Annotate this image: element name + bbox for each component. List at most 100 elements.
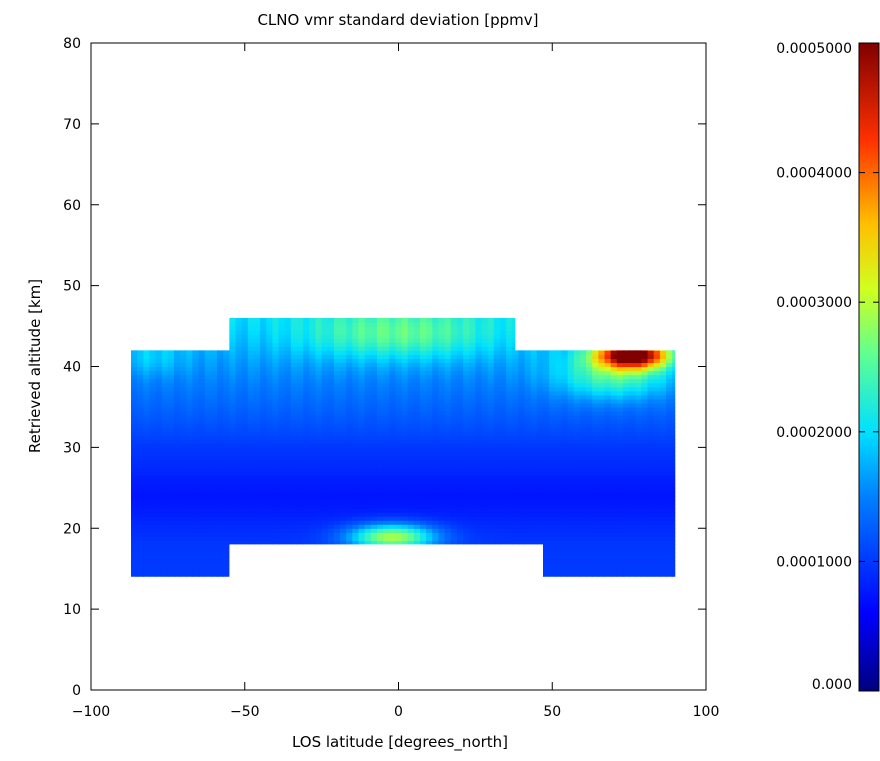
heatmap-cell <box>586 544 593 550</box>
heatmap-cell <box>247 540 255 546</box>
heatmap-cell <box>198 447 206 453</box>
heatmap-cell <box>333 398 341 404</box>
heatmap-cell <box>180 366 187 372</box>
heatmap-cell <box>167 378 175 384</box>
heatmap-cell <box>327 386 335 392</box>
heatmap-cell <box>217 459 224 465</box>
heatmap-cell <box>487 366 495 372</box>
heatmap-cell <box>297 544 304 550</box>
heatmap-cell <box>592 366 599 372</box>
heatmap-cell <box>137 370 144 376</box>
heatmap-cell <box>604 406 612 412</box>
heatmap-cell <box>315 552 323 558</box>
heatmap-cell <box>149 439 157 444</box>
heatmap-cell <box>469 354 476 360</box>
heatmap-cell <box>407 398 415 404</box>
heatmap-cell <box>278 386 286 392</box>
heatmap-cell <box>223 459 230 465</box>
heatmap-cell <box>364 495 372 501</box>
heatmap-cell <box>143 402 151 408</box>
heatmap-cell <box>555 471 563 477</box>
heatmap-cell <box>493 520 501 525</box>
heatmap-cell <box>340 459 347 465</box>
heatmap-cell <box>297 322 304 327</box>
heatmap-cell <box>426 427 433 432</box>
heatmap-cell <box>253 431 261 436</box>
heatmap-cell <box>174 512 181 517</box>
heatmap-cell <box>327 354 335 360</box>
heatmap-cell <box>395 447 403 453</box>
heatmap-cell <box>561 516 569 521</box>
heatmap-cell <box>364 471 372 477</box>
heatmap-cell <box>364 334 372 339</box>
heatmap-cell <box>561 520 569 525</box>
heatmap-cell <box>180 548 187 554</box>
heatmap-cell <box>432 406 440 412</box>
heatmap-cell <box>499 382 507 388</box>
heatmap-cell <box>555 398 563 404</box>
heatmap-cell <box>198 540 206 546</box>
heatmap-cell <box>235 560 243 566</box>
heatmap-cell <box>180 334 187 339</box>
heatmap-cell <box>389 415 397 420</box>
heatmap-cell <box>198 431 206 436</box>
heatmap-cell <box>395 342 403 347</box>
heatmap-cell <box>303 394 310 400</box>
heatmap-cell <box>604 556 612 562</box>
heatmap-cell <box>130 463 138 469</box>
heatmap-cell <box>592 503 599 509</box>
heatmap-cell <box>155 447 163 453</box>
heatmap-cell <box>278 402 286 408</box>
heatmap-cell <box>309 491 317 497</box>
heatmap-cell <box>358 346 366 351</box>
heatmap-cell <box>555 334 563 339</box>
heatmap-cell <box>333 394 341 400</box>
heatmap-cell <box>438 499 446 505</box>
heatmap-cell <box>604 386 612 392</box>
heatmap-cell <box>149 374 157 380</box>
heatmap-cell <box>549 366 556 372</box>
heatmap-cell <box>493 346 501 351</box>
heatmap-cell <box>352 564 360 570</box>
heatmap-cell <box>383 362 390 368</box>
heatmap-cell <box>536 528 544 533</box>
heatmap-cell <box>395 516 403 521</box>
heatmap-cell <box>493 544 501 550</box>
heatmap-cell <box>395 410 403 416</box>
heatmap-cell <box>536 572 544 577</box>
heatmap-cell <box>389 439 397 444</box>
heatmap-cell <box>321 415 329 420</box>
heatmap-cell <box>217 552 224 558</box>
heatmap-cell <box>290 354 298 360</box>
heatmap-cell <box>198 334 206 339</box>
heatmap-cell <box>174 342 181 347</box>
heatmap-cell <box>303 564 310 570</box>
heatmap-cell <box>512 495 520 501</box>
heatmap-cell <box>481 406 489 412</box>
heatmap-cell <box>592 524 599 529</box>
heatmap-cell <box>174 447 181 453</box>
heatmap-cell <box>284 544 292 550</box>
heatmap-cell <box>192 394 200 400</box>
heatmap-cell <box>450 362 458 368</box>
heatmap-cell <box>481 419 489 424</box>
heatmap-cell <box>543 415 550 420</box>
heatmap-cell <box>512 451 520 457</box>
heatmap-cell <box>143 419 151 424</box>
heatmap-cell <box>438 317 446 323</box>
heatmap-cell <box>149 447 157 453</box>
heatmap-cell <box>303 362 310 368</box>
heatmap-cell <box>469 503 476 509</box>
heatmap-cell <box>444 487 452 493</box>
heatmap-cell <box>241 317 249 323</box>
heatmap-cell <box>309 479 317 485</box>
heatmap-cell <box>376 358 384 364</box>
heatmap-cell <box>272 390 280 396</box>
heatmap-cell <box>512 463 520 469</box>
heatmap-cell <box>186 491 194 497</box>
heatmap-cell <box>241 455 249 461</box>
heatmap-cell <box>210 443 218 448</box>
heatmap-cell <box>278 524 286 529</box>
heatmap-cell <box>327 552 335 558</box>
heatmap-cell <box>438 483 446 489</box>
